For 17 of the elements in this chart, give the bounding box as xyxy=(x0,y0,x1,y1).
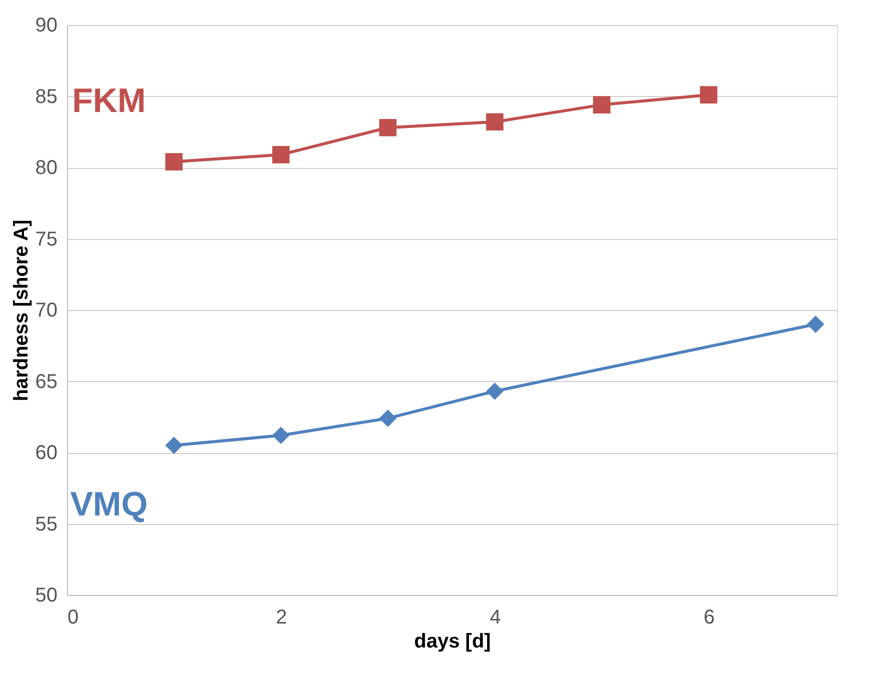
y-axis-title: hardness [shore A] xyxy=(10,220,32,402)
x-axis-title: days [d] xyxy=(414,630,491,652)
y-tick-label: 90 xyxy=(35,14,58,36)
x-tick-label: 2 xyxy=(276,606,287,628)
y-tick-label: 70 xyxy=(35,300,58,322)
y-tick-label: 80 xyxy=(35,157,58,179)
y-tick-label: 50 xyxy=(35,584,58,606)
y-tick-label: 55 xyxy=(35,513,58,536)
x-tick-label: 6 xyxy=(704,606,715,628)
y-tick-label: 85 xyxy=(35,86,58,108)
series-label: FKM xyxy=(72,82,146,120)
y-tick-label: 65 xyxy=(35,370,58,393)
y-tick-label: 75 xyxy=(35,228,58,250)
series-label: VMQ xyxy=(70,485,148,524)
x-tick-label: 4 xyxy=(490,606,501,628)
y-tick-label: 60 xyxy=(35,442,58,464)
x-tick-label: 0 xyxy=(68,606,79,628)
